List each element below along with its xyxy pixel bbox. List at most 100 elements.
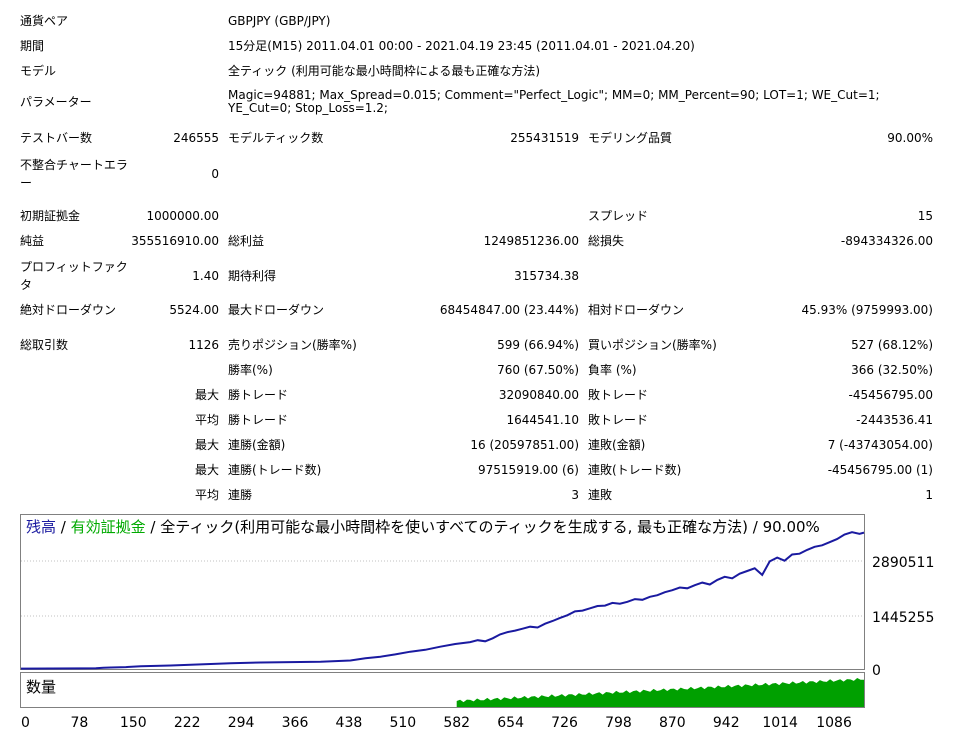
total-trades-label: 総取引数 xyxy=(20,338,69,352)
model-label: モデル xyxy=(20,64,57,78)
mismatch-value: 0 xyxy=(211,167,219,181)
ticks-value: 255431519 xyxy=(510,131,579,145)
x-tick-label: 582 xyxy=(443,715,470,731)
avg-label-2: 平均 xyxy=(194,488,219,502)
x-tick-label: 78 xyxy=(70,715,88,731)
symbol-value: GBPJPY (GBP/JPY) xyxy=(228,14,331,28)
chart-svg: 残高 / 有効証拠金 / 全ティック(利用可能な最小時間枠を使いすべてのティック… xyxy=(20,514,934,731)
net-value: 355516910.00 xyxy=(131,234,219,248)
net-label: 純益 xyxy=(20,234,45,248)
avg-consec-loss-value: 1 xyxy=(925,488,933,502)
avg-win-label: 勝トレード xyxy=(228,413,289,427)
gross-loss-label: 総損失 xyxy=(588,234,625,248)
volume-area xyxy=(456,678,864,707)
short-value: 599 (66.94%) xyxy=(497,338,579,352)
deposit-value: 1000000.00 xyxy=(146,209,219,223)
bars-value: 246555 xyxy=(173,131,219,145)
pf-value: 1.40 xyxy=(192,269,219,283)
chart-title-equity: 有効証拠金 xyxy=(71,518,146,536)
rel-dd-value: 45.93% (9759993.00) xyxy=(801,303,933,317)
abs-dd-label: 絶対ドローダウン xyxy=(20,303,117,317)
avg-win-value: 1644541.10 xyxy=(506,413,579,427)
x-tick-label: 510 xyxy=(389,715,416,731)
symbol-label: 通貨ペア xyxy=(20,14,69,28)
period-label: 期間 xyxy=(20,39,45,53)
volume-label: 数量 xyxy=(26,678,56,696)
avg-consec-win-value: 3 xyxy=(571,488,579,502)
win-pct-value: 760 (67.50%) xyxy=(497,363,579,377)
pf-label: プロフィットファクタ xyxy=(20,260,128,292)
max-loss-value: -45456795.00 xyxy=(848,388,934,402)
gross-profit-label: 総利益 xyxy=(228,234,265,248)
consec-win-amt-value: 16 (20597851.00) xyxy=(470,438,579,452)
avg-consec-win-label: 連勝 xyxy=(228,488,253,502)
period-value: 15分足(M15) 2011.04.01 00:00 - 2021.04.19 … xyxy=(228,39,695,53)
loss-pct-label: 負率 (%) xyxy=(588,363,637,377)
max-dd-label: 最大ドローダウン xyxy=(228,303,325,317)
y-tick-label: 0 xyxy=(872,663,881,679)
x-tick-label: 798 xyxy=(605,715,632,731)
consec-win-amt-label: 連勝(金額) xyxy=(228,438,286,452)
y-tick-label: 1445255 xyxy=(872,610,934,626)
max-loss-label: 敗トレード xyxy=(588,388,649,402)
short-label: 売りポジション(勝率%) xyxy=(228,338,357,352)
deposit-label: 初期証拠金 xyxy=(20,209,81,223)
total-trades-value: 1126 xyxy=(188,338,219,352)
abs-dd-value: 5524.00 xyxy=(169,303,219,317)
y-tick-label: 2890511 xyxy=(872,555,934,571)
consec-loss-cnt-value: -45456795.00 (1) xyxy=(827,463,933,477)
main-plot-frame xyxy=(20,514,865,670)
consec-win-cnt-label: 連勝(トレード数) xyxy=(228,463,322,477)
grid-layer xyxy=(21,560,864,617)
spread-label: スプレッド xyxy=(588,209,649,223)
params-label: パラメーター xyxy=(20,95,92,109)
x-tick-label: 222 xyxy=(174,715,201,731)
max-win-label: 勝トレード xyxy=(228,388,289,402)
ticks-label: モデルティック数 xyxy=(228,131,324,145)
loss-pct-value: 366 (32.50%) xyxy=(851,363,933,377)
x-tick-label: 294 xyxy=(228,715,255,731)
chart-title-balance: 残高 xyxy=(26,518,56,536)
consec-win-cnt-value: 97515919.00 (6) xyxy=(478,463,579,477)
gross-profit-value: 1249851236.00 xyxy=(483,234,579,248)
chart-title-sep: / xyxy=(56,518,71,536)
model-value: 全ティック (利用可能な最小時間枠による最も正確な方法) xyxy=(228,64,541,78)
expected-label: 期待利得 xyxy=(228,269,277,283)
long-value: 527 (68.12%) xyxy=(851,338,933,352)
x-tick-label: 438 xyxy=(336,715,363,731)
x-tick-label: 366 xyxy=(282,715,309,731)
x-tick-label: 150 xyxy=(120,715,147,731)
x-tick-label: 1014 xyxy=(762,715,798,731)
mismatch-label: 不整合チャートエラー xyxy=(20,158,128,190)
quality-label: モデリング品質 xyxy=(588,131,673,145)
x-ticks-layer: 0 78 150 222 294 366 438 510 582 654 726 798 870 942 1… xyxy=(21,715,852,731)
gross-loss-value: -894334326.00 xyxy=(840,234,933,248)
avg-label: 平均 xyxy=(194,413,219,427)
spread-value: 15 xyxy=(917,209,933,223)
max-win-value: 32090840.00 xyxy=(498,388,579,402)
bars-label: テストバー数 xyxy=(20,131,93,145)
win-pct-label: 勝率(%) xyxy=(228,363,273,377)
chart-title-rest: / 全ティック(利用可能な最小時間枠を使いすべてのティックを生成する, 最も正確… xyxy=(146,518,820,536)
avg-consec-loss-label: 連敗 xyxy=(588,488,613,502)
x-tick-label: 1086 xyxy=(816,715,852,731)
expected-value: 315734.38 xyxy=(514,269,579,283)
max-label-3: 最大 xyxy=(194,463,219,477)
max-label: 最大 xyxy=(194,388,219,402)
max-label-2: 最大 xyxy=(194,438,219,452)
long-label: 買いポジション(勝率%) xyxy=(588,338,717,352)
avg-loss-value: -2443536.41 xyxy=(856,413,933,427)
x-tick-label: 942 xyxy=(713,715,740,731)
consec-loss-cnt-label: 連敗(トレード数) xyxy=(588,463,682,477)
x-tick-label: 726 xyxy=(551,715,578,731)
y-ticks-layer: 0 1445255 2890511 xyxy=(872,555,934,679)
consec-loss-amt-value: 7 (-43743054.00) xyxy=(827,438,933,452)
rel-dd-label: 相対ドローダウン xyxy=(588,303,685,317)
x-tick-label: 0 xyxy=(21,715,30,731)
balance-chart: 残高 / 有効証拠金 / 全ティック(利用可能な最小時間枠を使いすべてのティック… xyxy=(0,512,960,737)
avg-loss-label: 敗トレード xyxy=(588,413,649,427)
x-tick-label: 870 xyxy=(659,715,686,731)
balance-line xyxy=(20,531,865,670)
quality-value: 90.00% xyxy=(887,131,933,145)
x-tick-label: 654 xyxy=(497,715,524,731)
